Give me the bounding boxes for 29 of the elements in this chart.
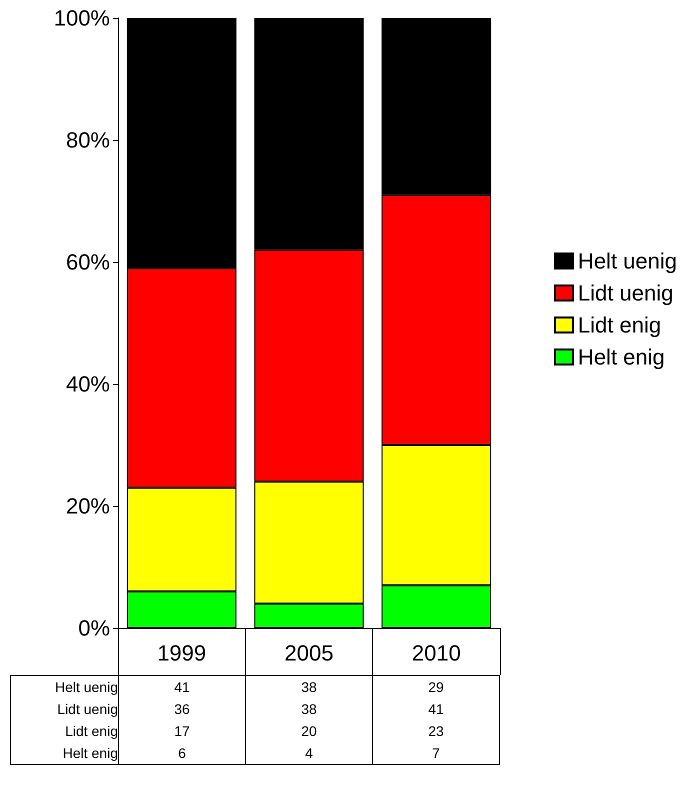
x-tick-label: 2010 [412,640,461,666]
text: Helt uenig [54,679,118,695]
y-tick-label: 40% [66,372,110,396]
y-tick-label: 60% [66,250,110,274]
data-label: 4 [246,742,372,764]
data-label: 6 [118,742,246,764]
legend-label: Lidt enig [578,312,662,338]
data-label: 23 [372,720,500,742]
y-tick-label: 20% [66,494,110,518]
legend-label: Lidt uenig [578,280,674,306]
y-tick-label: 100% [54,6,110,30]
text: Helt enig [62,745,118,761]
data-label: 38 [246,698,372,720]
data-label: 7 [372,742,500,764]
data-label: 41 [118,676,246,698]
y-tick-label: 0% [78,616,110,640]
x-tick-label: 1999 [157,640,206,666]
data-label: 29 [372,676,500,698]
data-label: 38 [246,676,372,698]
text: Lidt enig [65,723,118,739]
data-label: 20 [246,720,372,742]
text: Lidt uenig [57,701,118,717]
data-label: 36 [118,698,246,720]
legend-label: Helt uenig [578,248,678,274]
y-tick-label: 80% [66,128,110,152]
data-label: 41 [372,698,500,720]
data-label: 17 [118,720,246,742]
legend-label: Helt enig [578,344,665,370]
x-tick-label: 2005 [284,640,334,666]
